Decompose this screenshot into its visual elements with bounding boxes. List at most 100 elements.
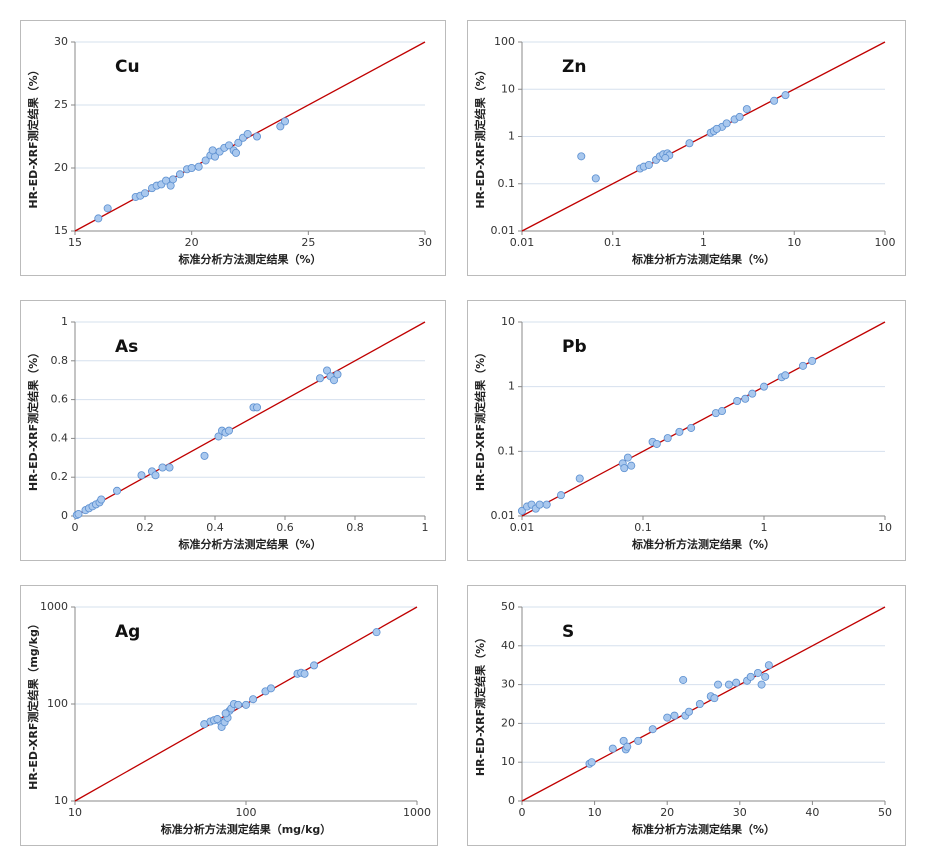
reference-line xyxy=(521,321,886,517)
y-axis-label: HR-ED-XRF测定结果（%） xyxy=(473,347,487,491)
point xyxy=(137,471,146,480)
x-axis-label: 标准分析方法测定结果（%） xyxy=(631,252,775,266)
y-tick-label: 0.01 xyxy=(491,224,516,237)
point xyxy=(742,105,751,114)
point xyxy=(252,132,261,141)
point xyxy=(74,510,83,519)
point xyxy=(684,707,693,716)
x-tick-label: 1 xyxy=(700,236,707,249)
x-tick-label: 0.4 xyxy=(206,521,224,534)
point xyxy=(770,96,779,105)
y-tick-label: 20 xyxy=(54,161,68,174)
x-tick-label: 40 xyxy=(805,806,819,819)
x-axis-label: 标准分析方法测定结果（%） xyxy=(177,537,321,551)
point xyxy=(168,175,177,184)
point xyxy=(113,486,122,495)
x-tick-label: 0.2 xyxy=(136,521,154,534)
point xyxy=(620,464,629,473)
point xyxy=(748,389,757,398)
x-tick-label: 0.01 xyxy=(510,236,535,249)
x-tick-label: 1 xyxy=(761,521,768,534)
x-tick-label: 0 xyxy=(72,521,79,534)
y-axis-label: HR-ED-XRF测定结果（%） xyxy=(473,632,487,776)
x-tick-label: 1 xyxy=(422,521,429,534)
x-tick-label: 10 xyxy=(787,236,801,249)
y-tick-label: 30 xyxy=(501,678,515,691)
y-tick-label: 10 xyxy=(501,82,515,95)
point xyxy=(194,162,203,171)
point xyxy=(518,506,527,515)
y-axis-label: HR-ED-XRF测定结果（%） xyxy=(473,64,487,208)
x-tick-label: 10 xyxy=(68,806,82,819)
point xyxy=(208,146,217,155)
y-axis-label: HR-ED-XRF测定结果（%） xyxy=(26,347,40,491)
point xyxy=(310,661,319,670)
point xyxy=(627,461,636,470)
y-tick-label: 50 xyxy=(501,600,515,613)
point xyxy=(781,91,790,100)
point xyxy=(200,451,209,460)
point xyxy=(315,374,324,383)
point xyxy=(224,141,233,150)
y-tick-label: 0.4 xyxy=(51,431,69,444)
point xyxy=(710,694,719,703)
point xyxy=(761,672,770,681)
y-tick-label: 25 xyxy=(54,98,68,111)
point xyxy=(722,119,731,128)
point xyxy=(753,668,762,677)
panel-title: Zn xyxy=(562,57,586,77)
point xyxy=(712,124,721,133)
panel-title: Ag xyxy=(115,622,140,642)
point xyxy=(241,700,250,709)
x-tick-label: 0 xyxy=(519,806,526,819)
panel-frame xyxy=(467,300,906,561)
x-tick-label: 15 xyxy=(68,236,82,249)
point xyxy=(252,403,261,412)
point xyxy=(542,500,551,509)
point xyxy=(97,495,106,504)
point xyxy=(329,376,338,385)
point xyxy=(760,382,769,391)
x-tick-label: 0.1 xyxy=(634,521,652,534)
point xyxy=(663,713,672,722)
x-axis-label: 标准分析方法测定结果（%） xyxy=(631,822,775,836)
y-tick-label: 1000 xyxy=(40,600,68,613)
point xyxy=(623,453,632,462)
point xyxy=(724,680,733,689)
y-tick-label: 0 xyxy=(61,509,68,522)
y-tick-label: 15 xyxy=(54,224,68,237)
y-axis-label: HR-ED-XRF测定结果（%） xyxy=(26,64,40,208)
point xyxy=(151,471,160,480)
y-tick-label: 1 xyxy=(508,380,515,393)
x-tick-label: 20 xyxy=(185,236,199,249)
point xyxy=(535,500,544,509)
reference-line xyxy=(521,41,886,232)
x-tick-label: 30 xyxy=(418,236,432,249)
y-tick-label: 100 xyxy=(47,697,68,710)
x-tick-label: 10 xyxy=(588,806,602,819)
point xyxy=(781,371,790,380)
point xyxy=(644,160,653,169)
point xyxy=(661,154,670,163)
point xyxy=(733,397,742,406)
point xyxy=(300,669,309,678)
point xyxy=(764,661,773,670)
point xyxy=(591,174,600,183)
y-tick-label: 0.1 xyxy=(498,444,516,457)
panel-frame xyxy=(467,20,906,276)
point xyxy=(158,463,167,472)
point xyxy=(187,163,196,172)
y-tick-label: 10 xyxy=(501,755,515,768)
point xyxy=(322,366,331,375)
x-axis-label: 标准分析方法测定结果（%） xyxy=(177,252,321,266)
point xyxy=(372,628,381,637)
point xyxy=(652,439,661,448)
point xyxy=(718,407,727,416)
point xyxy=(735,112,744,121)
point xyxy=(140,189,149,198)
point xyxy=(165,463,174,472)
point xyxy=(679,675,688,684)
point xyxy=(670,711,679,720)
x-tick-label: 0.1 xyxy=(604,236,622,249)
